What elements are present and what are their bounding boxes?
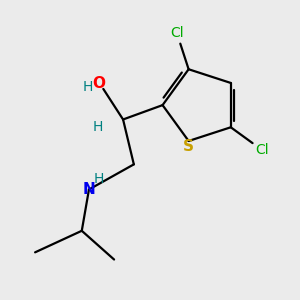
Text: S: S [183,139,194,154]
Text: O: O [92,76,106,91]
Text: H: H [83,80,93,94]
Text: H: H [94,172,104,186]
Text: H: H [93,120,103,134]
Text: Cl: Cl [255,143,269,157]
Text: N: N [82,182,95,197]
Text: Cl: Cl [170,26,184,40]
